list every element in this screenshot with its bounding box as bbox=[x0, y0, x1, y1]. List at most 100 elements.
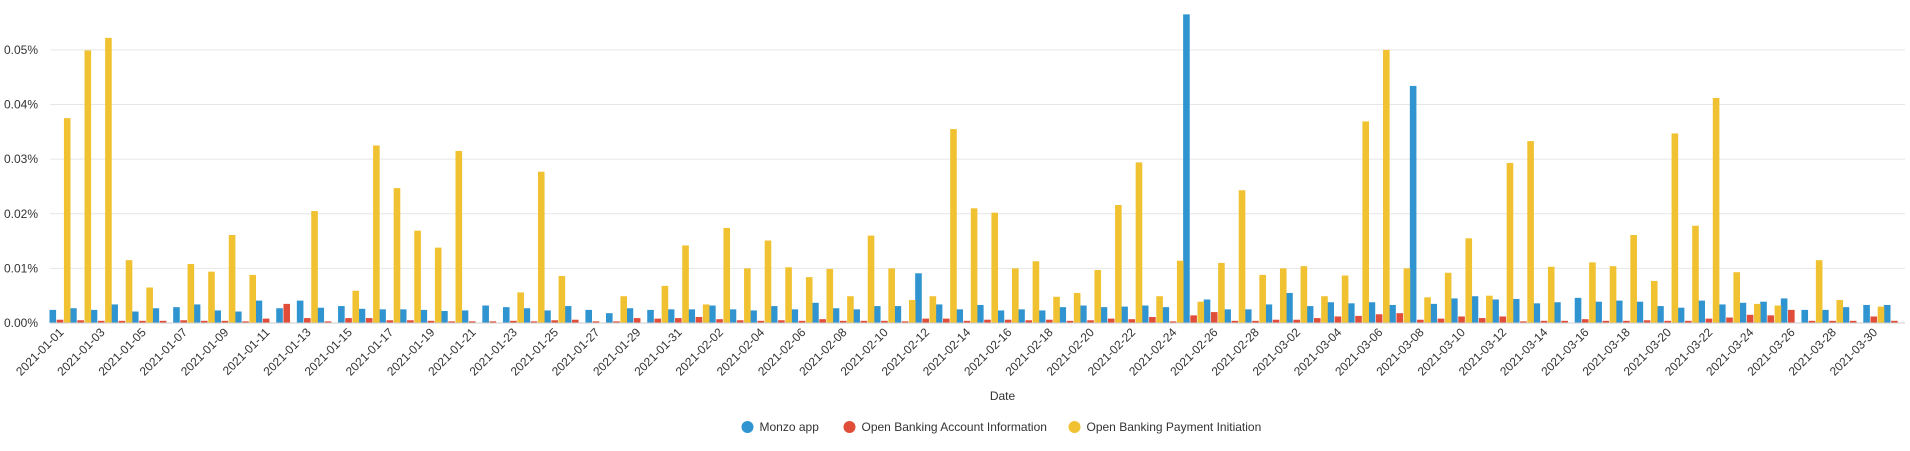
bar[interactable] bbox=[661, 285, 669, 323]
bar[interactable] bbox=[537, 171, 545, 323]
bar[interactable] bbox=[1238, 190, 1246, 323]
bar[interactable] bbox=[1767, 315, 1775, 323]
bar[interactable] bbox=[228, 235, 236, 323]
bar[interactable] bbox=[1327, 302, 1334, 323]
bar[interactable] bbox=[1259, 274, 1266, 323]
bar[interactable] bbox=[1265, 304, 1273, 323]
bar[interactable] bbox=[235, 311, 242, 323]
bar[interactable] bbox=[1032, 261, 1040, 323]
bar[interactable] bbox=[311, 211, 318, 323]
bar[interactable] bbox=[654, 318, 662, 323]
bar[interactable] bbox=[812, 302, 819, 323]
bar[interactable] bbox=[744, 268, 751, 323]
bar[interactable] bbox=[1664, 320, 1671, 323]
bar[interactable] bbox=[173, 307, 180, 323]
bar[interactable] bbox=[187, 264, 195, 323]
bar[interactable] bbox=[963, 320, 971, 323]
bar[interactable] bbox=[304, 318, 311, 323]
bar[interactable] bbox=[105, 37, 112, 324]
bar[interactable] bbox=[819, 319, 826, 323]
bar[interactable] bbox=[1286, 292, 1293, 323]
bar[interactable] bbox=[317, 307, 325, 323]
bar[interactable] bbox=[571, 319, 579, 323]
bar[interactable] bbox=[1527, 141, 1534, 323]
bar[interactable] bbox=[1581, 319, 1589, 323]
bar[interactable] bbox=[1004, 319, 1012, 323]
bar[interactable] bbox=[729, 309, 737, 323]
bar[interactable] bbox=[200, 320, 208, 323]
bar[interactable] bbox=[839, 320, 847, 323]
bar[interactable] bbox=[1107, 318, 1115, 323]
bar[interactable] bbox=[1520, 321, 1527, 323]
bar[interactable] bbox=[929, 296, 937, 323]
bar[interactable] bbox=[977, 304, 984, 323]
bar[interactable] bbox=[90, 309, 98, 323]
bar[interactable] bbox=[1053, 296, 1060, 323]
bar[interactable] bbox=[125, 260, 133, 323]
bar[interactable] bbox=[585, 309, 592, 323]
bar[interactable] bbox=[1492, 299, 1499, 323]
bar[interactable] bbox=[1746, 314, 1754, 323]
bar[interactable] bbox=[881, 320, 888, 323]
bar[interactable] bbox=[1883, 304, 1891, 323]
bar[interactable] bbox=[1815, 260, 1823, 323]
bar[interactable] bbox=[1636, 301, 1644, 323]
bar[interactable] bbox=[750, 310, 757, 323]
bar[interactable] bbox=[1231, 320, 1239, 323]
bar[interactable] bbox=[935, 304, 943, 323]
bar[interactable] bbox=[427, 320, 435, 323]
bar[interactable] bbox=[242, 321, 249, 323]
bar[interactable] bbox=[867, 235, 875, 323]
bar[interactable] bbox=[1657, 306, 1664, 323]
bar[interactable] bbox=[805, 277, 813, 323]
bar[interactable] bbox=[97, 320, 105, 323]
bar[interactable] bbox=[1046, 319, 1053, 323]
bar[interactable] bbox=[1169, 321, 1177, 323]
bar[interactable] bbox=[1383, 49, 1390, 323]
bar[interactable] bbox=[1733, 272, 1741, 323]
bar[interactable] bbox=[1183, 14, 1190, 324]
bar[interactable] bbox=[1677, 307, 1685, 323]
bar[interactable] bbox=[56, 319, 64, 323]
bar[interactable] bbox=[510, 320, 517, 323]
bar[interactable] bbox=[358, 308, 366, 323]
bar[interactable] bbox=[414, 230, 421, 323]
bar[interactable] bbox=[276, 308, 283, 323]
bar[interactable] bbox=[1870, 316, 1878, 323]
bar[interactable] bbox=[991, 212, 999, 323]
bar[interactable] bbox=[847, 296, 854, 323]
bar[interactable] bbox=[399, 309, 407, 323]
bar[interactable] bbox=[1589, 262, 1596, 323]
bar[interactable] bbox=[1458, 316, 1465, 323]
bar[interactable] bbox=[997, 310, 1005, 323]
bar[interactable] bbox=[1444, 272, 1452, 323]
bar[interactable] bbox=[365, 318, 373, 323]
bar[interactable] bbox=[407, 320, 414, 323]
bar[interactable] bbox=[1018, 309, 1025, 323]
bar[interactable] bbox=[1389, 304, 1396, 323]
bar[interactable] bbox=[826, 268, 834, 323]
bar[interactable] bbox=[345, 318, 352, 323]
bar[interactable] bbox=[84, 50, 92, 324]
bar[interactable] bbox=[255, 300, 263, 323]
bar[interactable] bbox=[1252, 320, 1259, 323]
bar[interactable] bbox=[620, 296, 628, 323]
bar[interactable] bbox=[950, 129, 957, 323]
bar[interactable] bbox=[379, 309, 386, 323]
bar[interactable] bbox=[63, 118, 71, 323]
bar[interactable] bbox=[338, 306, 345, 323]
bar[interactable] bbox=[1863, 304, 1870, 323]
bar[interactable] bbox=[448, 321, 455, 323]
bar[interactable] bbox=[1602, 320, 1610, 323]
legend-item[interactable]: Open Banking Payment Initiation bbox=[1068, 420, 1262, 434]
bar[interactable] bbox=[1409, 85, 1417, 324]
bar[interactable] bbox=[1313, 318, 1321, 323]
bar[interactable] bbox=[1849, 320, 1857, 323]
bar[interactable] bbox=[1210, 312, 1218, 323]
bar[interactable] bbox=[1643, 320, 1651, 323]
bar[interactable] bbox=[1554, 302, 1561, 323]
bar[interactable] bbox=[489, 321, 497, 323]
bar[interactable] bbox=[1684, 320, 1692, 323]
bar[interactable] bbox=[1836, 300, 1844, 323]
bar[interactable] bbox=[1719, 304, 1726, 323]
